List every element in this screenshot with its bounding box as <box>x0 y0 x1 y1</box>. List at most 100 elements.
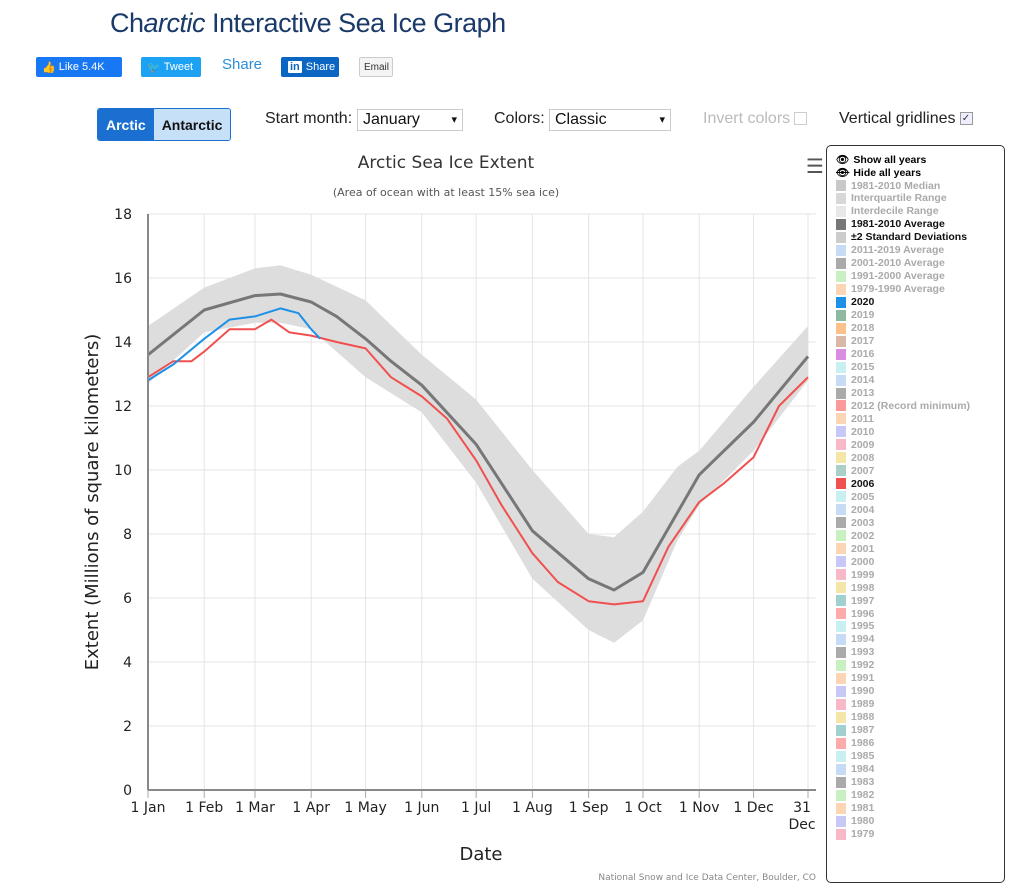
legend-swatch <box>836 789 846 801</box>
legend-swatch <box>836 478 846 490</box>
legend-item[interactable]: 1980 <box>836 815 874 828</box>
vertical-gridlines-checkbox[interactable]: ✓ <box>959 112 973 126</box>
legend-item[interactable]: 2009 <box>836 438 874 451</box>
legend-item[interactable]: 1983 <box>836 776 874 789</box>
legend-item[interactable]: 1981 <box>836 802 874 815</box>
legend-item[interactable]: 2017 <box>836 335 874 348</box>
legend-item[interactable]: 1992 <box>836 659 874 672</box>
legend-item[interactable]: 2001-2010 Average <box>836 257 945 270</box>
legend-item[interactable]: 2016 <box>836 348 874 361</box>
legend-item[interactable]: ±2 Standard Deviations <box>836 231 967 244</box>
antarctic-button[interactable]: Antarctic <box>153 109 231 140</box>
legend-item[interactable]: 2019 <box>836 309 874 322</box>
linkedin-share-button[interactable]: in Share <box>281 57 339 77</box>
tweet-button[interactable]: 🐦 Tweet <box>141 57 201 77</box>
legend-item[interactable]: 2001 <box>836 542 874 555</box>
legend-item[interactable]: 2018 <box>836 322 874 335</box>
legend-item[interactable]: 2006 <box>836 477 874 490</box>
legend-swatch <box>836 180 846 191</box>
legend-swatch <box>836 361 846 373</box>
y-axis-label: Extent (Millions of square kilometers) <box>82 334 103 671</box>
x-tick-label: 1 Feb <box>185 800 223 816</box>
chart-subtitle: (Area of ocean with at least 15% sea ice… <box>333 186 559 199</box>
legend-item[interactable]: Interdecile Range <box>836 205 939 218</box>
legend-item[interactable]: 2005 <box>836 490 874 503</box>
facebook-like-button[interactable]: 👍 Like 5.4K <box>36 57 122 77</box>
legend-swatch <box>836 659 846 671</box>
legend-item[interactable]: 2011-2019 Average <box>836 244 944 257</box>
thumbs-up-icon: 👍 <box>42 61 59 74</box>
legend-label: 2006 <box>851 477 875 490</box>
legend-item[interactable]: 2008 <box>836 451 874 464</box>
legend-item[interactable]: 2011 <box>836 412 874 425</box>
x-tick-label: 1 Sep <box>569 800 609 816</box>
legend-label: 2000 <box>851 555 875 568</box>
arctic-button[interactable]: Arctic <box>98 109 154 140</box>
legend-item[interactable]: 2003 <box>836 516 874 529</box>
legend-label: 1989 <box>851 698 875 711</box>
legend-swatch <box>836 257 846 269</box>
legend-item[interactable]: 1985 <box>836 750 874 763</box>
legend-item[interactable]: 1994 <box>836 633 874 646</box>
legend-item[interactable]: 1999 <box>836 568 874 581</box>
legend-label: 1988 <box>851 711 875 724</box>
x-tick-label: 1 Nov <box>679 800 720 816</box>
legend-label: 2003 <box>851 516 875 529</box>
email-button[interactable]: Email <box>359 57 393 77</box>
legend-item[interactable]: 1996 <box>836 607 874 620</box>
legend-swatch <box>836 270 846 282</box>
legend-item[interactable]: 2012 (Record minimum) <box>836 399 970 412</box>
legend-item[interactable]: 1981-2010 Average <box>836 218 945 231</box>
legend-swatch <box>836 335 846 347</box>
legend-swatch <box>836 776 846 788</box>
legend-swatch <box>836 698 846 710</box>
legend-item[interactable]: 2000 <box>836 555 874 568</box>
legend-item[interactable]: 1998 <box>836 581 874 594</box>
legend-label: 1981-2010 Median <box>851 179 941 192</box>
legend-item[interactable]: 1990 <box>836 685 874 698</box>
vertical-gridlines-option: Vertical gridlines ✓ <box>839 110 973 128</box>
legend-label: 1999 <box>851 568 875 581</box>
share-link[interactable]: Share <box>222 56 263 73</box>
legend-item[interactable]: 1981-2010 Median <box>836 179 940 192</box>
x-axis-label: Date <box>459 844 502 865</box>
legend-item[interactable]: 2004 <box>836 503 874 516</box>
legend-item[interactable]: 2002 <box>836 529 874 542</box>
legend-item[interactable]: 2014 <box>836 374 874 387</box>
legend-item[interactable]: 1987 <box>836 724 874 737</box>
legend-item[interactable]: 1988 <box>836 711 874 724</box>
colors-select[interactable]: Classic <box>549 109 671 131</box>
legend-item[interactable]: Interquartile Range <box>836 192 947 205</box>
legend-item[interactable]: 2007 <box>836 464 874 477</box>
legend-item[interactable]: 1991 <box>836 672 874 685</box>
legend-label: 2004 <box>851 503 875 516</box>
legend-item[interactable]: 1982 <box>836 789 874 802</box>
hide-all-years-button[interactable]: 👁 Hide all years <box>836 166 922 180</box>
legend-label: 1986 <box>851 737 875 750</box>
credit-text: National Snow and Ice Data Center, Bould… <box>598 873 816 883</box>
legend-item[interactable]: 1995 <box>836 620 874 633</box>
legend-swatch <box>836 309 846 321</box>
legend-item[interactable]: 1989 <box>836 698 874 711</box>
legend-item[interactable]: 1993 <box>836 646 874 659</box>
legend-item[interactable]: 2010 <box>836 425 874 438</box>
legend-swatch <box>836 633 846 645</box>
legend-item[interactable]: 2013 <box>836 387 874 400</box>
legend-item[interactable]: 1979-1990 Average <box>836 283 945 296</box>
legend-swatch <box>836 426 846 438</box>
legend-swatch <box>836 348 846 360</box>
legend-item[interactable]: 1979 <box>836 828 874 841</box>
legend-item[interactable]: 1986 <box>836 737 874 750</box>
legend-item[interactable]: 1991-2000 Average <box>836 270 945 283</box>
legend-panel: 👁 Show all years 👁 Hide all years 1981-201… <box>826 145 1005 883</box>
legend-item[interactable]: 2015 <box>836 361 874 374</box>
legend-swatch <box>836 569 846 581</box>
show-all-years-button[interactable]: 👁 Show all years <box>836 153 927 167</box>
legend-item[interactable]: 1997 <box>836 594 874 607</box>
legend-label: 2017 <box>851 335 875 348</box>
menu-icon: ☰ <box>806 154 824 178</box>
legend-item[interactable]: 1984 <box>836 763 874 776</box>
start-month-select[interactable]: January <box>357 109 463 131</box>
legend-item[interactable]: 2020 <box>836 296 874 309</box>
invert-colors-checkbox[interactable] <box>794 112 808 126</box>
